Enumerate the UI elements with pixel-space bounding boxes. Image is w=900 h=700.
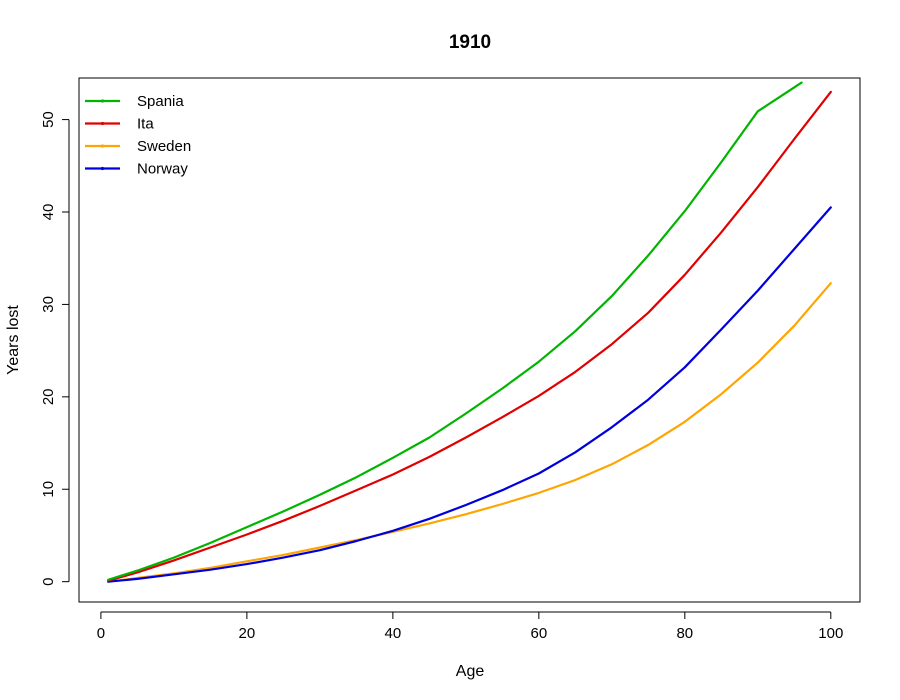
legend-label: Ita	[137, 116, 154, 133]
y-tick-label: 10	[40, 481, 57, 498]
x-tick-label: 60	[530, 625, 547, 642]
x-tick-label: 80	[676, 625, 693, 642]
legend-item-sweden: Sweden	[85, 138, 191, 155]
series-line-norway	[107, 206, 832, 583]
legend-item-ita: Ita	[85, 116, 154, 133]
series-line-spania	[107, 81, 803, 581]
x-tick-label: 20	[239, 625, 256, 642]
series-line-ita	[107, 90, 832, 582]
y-tick-label: 40	[40, 204, 57, 221]
legend-marker	[100, 144, 105, 148]
x-tick-label: 40	[385, 625, 402, 642]
legend-label: Sweden	[137, 138, 191, 155]
y-axis: 0 10 20 30 40 50	[40, 111, 70, 586]
legend-item-spania: Spania	[85, 93, 184, 110]
legend-marker	[100, 121, 105, 126]
x-tick-label: 0	[97, 625, 105, 642]
y-axis-label: Years lost	[5, 305, 22, 375]
x-axis: 0 20 40 60 80 100	[97, 611, 843, 642]
y-tick-label: 0	[40, 577, 57, 585]
legend-marker	[100, 99, 105, 103]
legend-label: Spania	[137, 93, 184, 110]
legend-label: Norway	[137, 161, 188, 178]
legend-item-norway: Norway	[85, 161, 188, 178]
y-tick-label: 20	[40, 388, 57, 405]
x-axis-label: Age	[456, 663, 485, 680]
legend: Spania Ita Sweden Norway	[85, 93, 191, 178]
chart-title: 1910	[449, 32, 491, 53]
series-layer	[107, 81, 832, 583]
series-line-sweden	[107, 282, 832, 583]
y-tick-label: 50	[40, 111, 57, 128]
x-tick-label: 100	[818, 625, 843, 642]
plot-frame	[78, 77, 861, 603]
y-tick-label: 30	[40, 296, 57, 313]
legend-marker	[100, 166, 105, 171]
